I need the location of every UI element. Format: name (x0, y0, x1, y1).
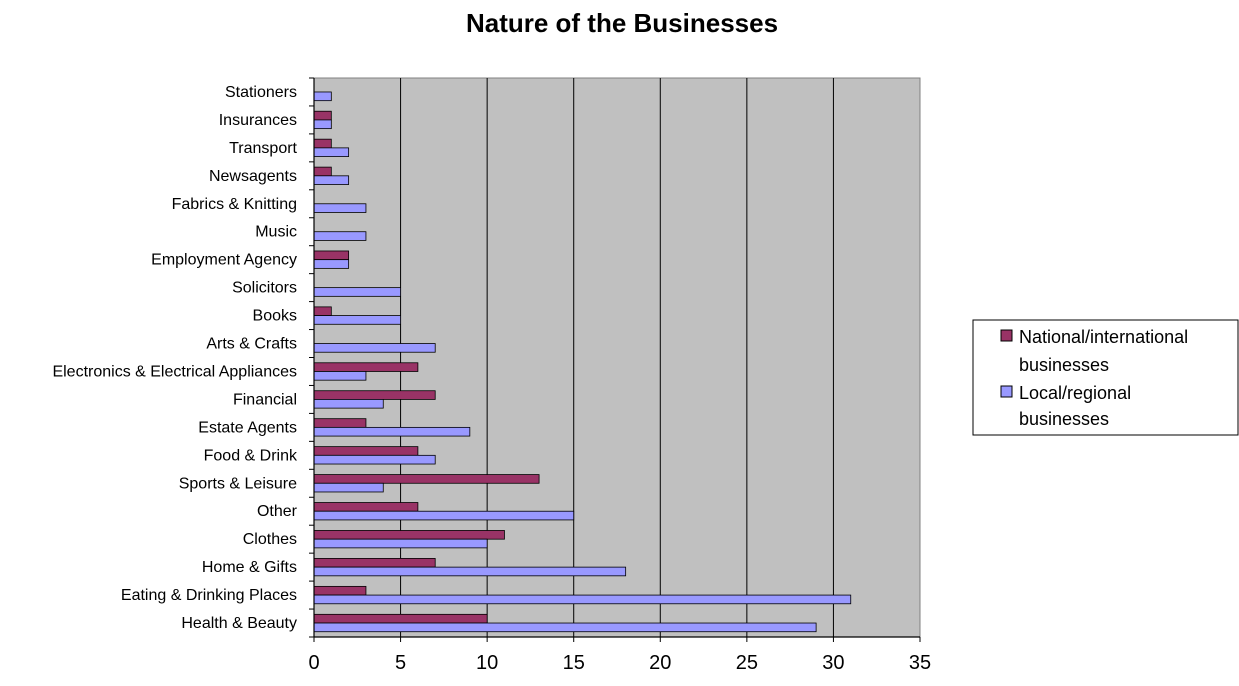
y-tick-label: Transport (229, 140, 297, 157)
bars (313, 91, 852, 633)
y-tick-labels: Stationers Insurances Transport Newsagents F… (52, 84, 298, 632)
y-tick-label: Newsagents (209, 168, 297, 185)
y-tick-label: Arts & Crafts (206, 336, 297, 353)
bar-national (313, 558, 436, 568)
bar-national (313, 110, 332, 121)
bar-local (313, 175, 350, 185)
bar-local (313, 454, 436, 465)
y-tick-label: Solicitors (232, 280, 297, 297)
plot-area (313, 77, 921, 638)
bar-national (313, 418, 367, 428)
x-tick-label: 0 (308, 652, 319, 674)
x-tick-label: 35 (909, 652, 931, 674)
bar-national (313, 502, 419, 512)
x-tick-label: 25 (736, 652, 758, 674)
y-tick-label: Home & Gifts (202, 559, 297, 576)
x-tick-label: 20 (649, 652, 671, 674)
y-tick-label: Employment Agency (151, 252, 297, 269)
bar-national (313, 250, 350, 261)
y-tick-label: Clothes (243, 531, 297, 548)
x-tick-labels: 0 5 10 15 20 25 30 35 (308, 652, 931, 674)
y-tick-label: Eating & Drinking Places (121, 587, 297, 604)
bar-local (313, 119, 332, 130)
bar-local (313, 426, 471, 437)
y-tick-label: Other (257, 503, 298, 520)
bar-local (313, 343, 436, 353)
y-tick-label: Electronics & Electrical Appliances (52, 363, 297, 380)
bar-national (313, 306, 332, 316)
y-tick-label: Insurances (219, 112, 297, 129)
legend-swatch-local (1000, 385, 1013, 398)
legend-label-national-line1: National/international (1019, 327, 1188, 347)
bar-local (313, 510, 575, 521)
x-tick-label: 10 (476, 652, 498, 674)
bar-local (313, 371, 367, 381)
y-tick-label: Financial (233, 391, 297, 408)
x-tick-label: 30 (822, 652, 844, 674)
bar-national (313, 474, 540, 484)
bar-national (313, 613, 488, 624)
y-tick-label: Stationers (225, 84, 297, 101)
y-tick-label: Music (255, 224, 297, 241)
bar-local (313, 566, 627, 577)
y-tick-label: Fabrics & Knitting (172, 196, 297, 213)
bar-national (313, 362, 419, 372)
bar-local (313, 482, 384, 493)
bar-local (313, 91, 332, 102)
bar-national (313, 446, 419, 456)
y-tick-label: Books (253, 308, 297, 325)
legend-label-national-line2: businesses (1019, 355, 1109, 375)
bar-local (313, 203, 367, 213)
bar-local (313, 315, 401, 325)
bar-national (313, 585, 367, 596)
bar-local (313, 594, 852, 605)
bar-national (313, 138, 332, 149)
bar-local (313, 399, 384, 409)
axes (309, 77, 921, 642)
x-tick-label: 15 (563, 652, 585, 674)
bar-local (313, 147, 350, 157)
y-tick-label: Food & Drink (204, 447, 298, 464)
legend: National/international businesses Local/… (972, 319, 1239, 436)
legend-box (972, 319, 1239, 436)
bar-local (313, 538, 488, 549)
y-tick-label: Sports & Leisure (179, 475, 297, 492)
legend-label-local-line2: businesses (1019, 409, 1109, 429)
x-tick-label: 5 (395, 652, 406, 674)
bar-local (313, 231, 367, 241)
chart-title: Nature of the Businesses (466, 8, 778, 38)
bar-national (313, 390, 436, 400)
bar-national (313, 530, 505, 540)
bar-local (313, 622, 817, 633)
bar-local (313, 259, 350, 269)
legend-label-local-line1: Local/regional (1019, 383, 1131, 403)
bar-local (313, 287, 401, 297)
bar-national (313, 166, 332, 177)
legend-swatch-national (1000, 329, 1013, 342)
y-tick-label: Health & Beauty (181, 615, 297, 632)
y-tick-label: Estate Agents (198, 419, 297, 436)
